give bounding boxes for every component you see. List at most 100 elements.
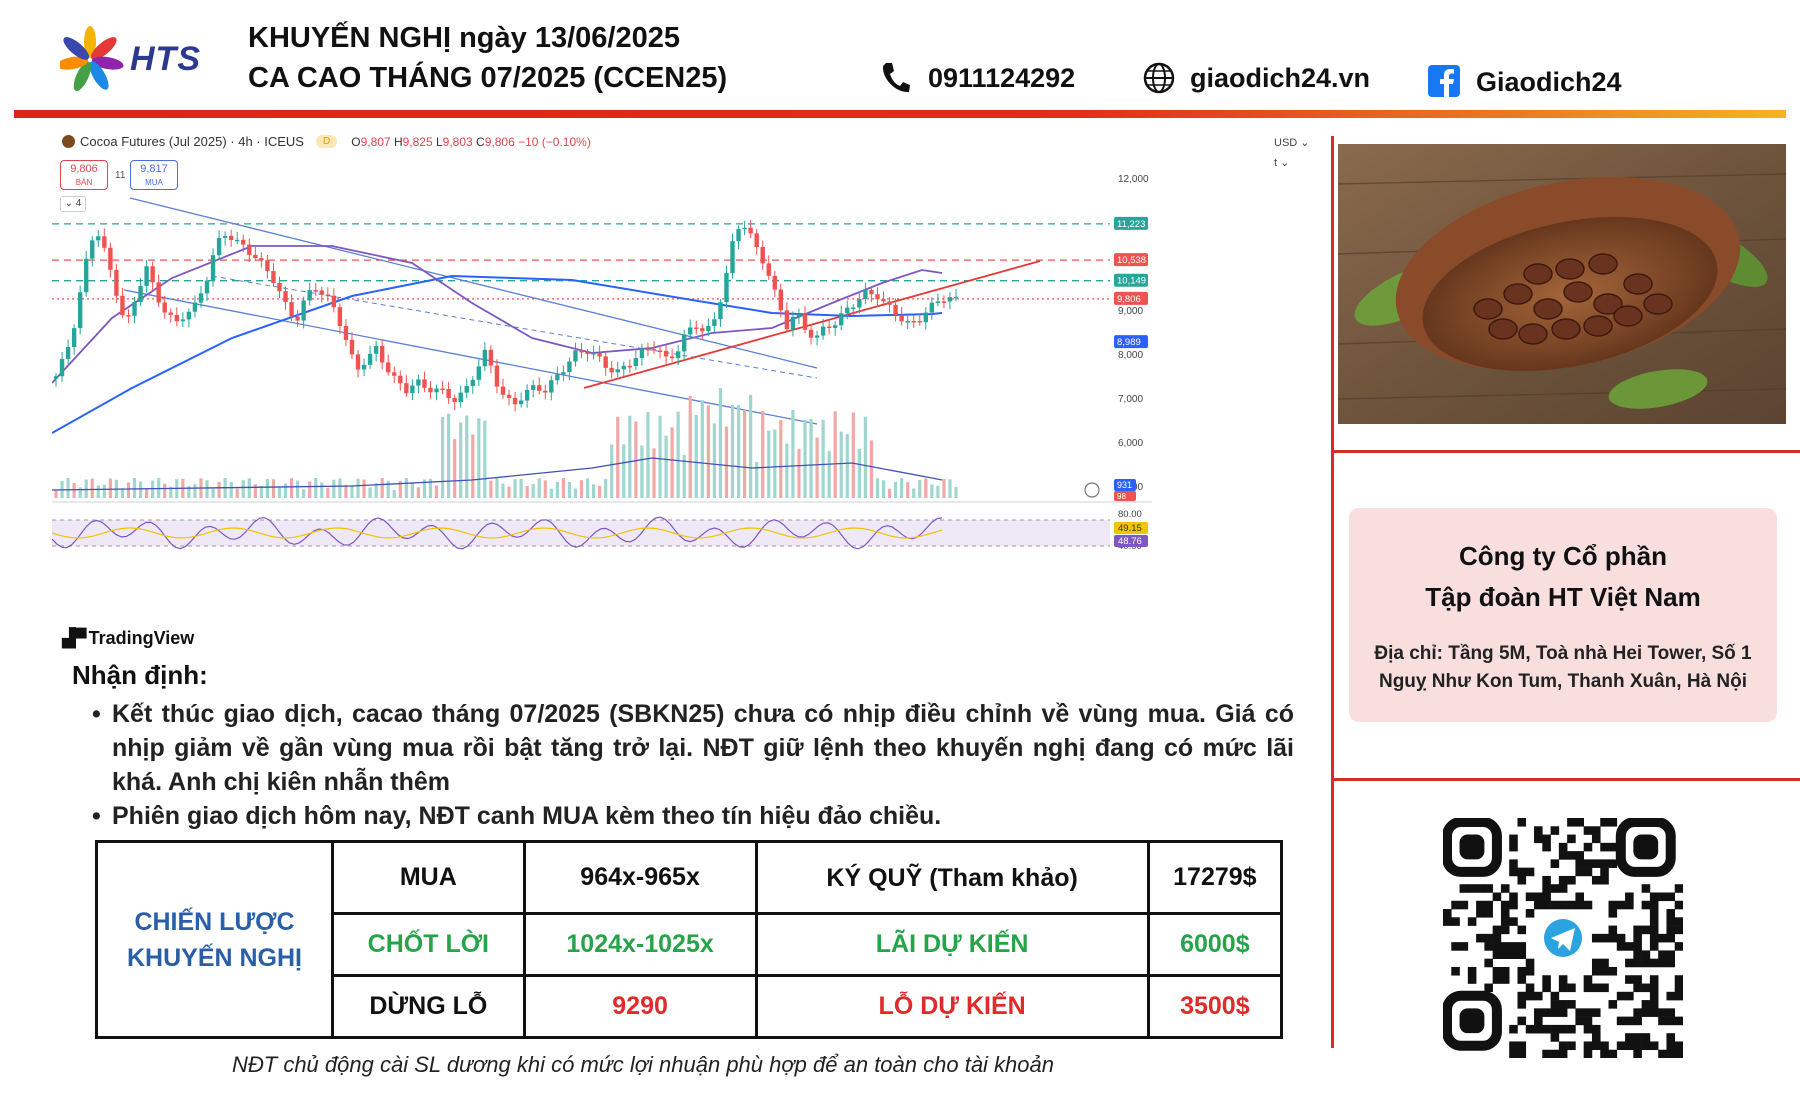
candle-body xyxy=(537,385,542,391)
qr-module xyxy=(1517,875,1527,885)
volume-bar xyxy=(241,480,245,498)
qr-finder-center xyxy=(1459,1008,1485,1034)
volume-bar xyxy=(821,419,825,498)
qr-module xyxy=(1558,842,1568,852)
volume-bar xyxy=(163,483,167,498)
price-chart[interactable]: 12,00011,0009,0008,0007,0006,0005,00011,… xyxy=(52,128,1322,658)
qr-module xyxy=(1625,1041,1634,1051)
level-label-bg xyxy=(1114,273,1148,287)
volume-bar xyxy=(585,478,590,498)
take-profit-label: CHỐT LỜI xyxy=(331,912,526,977)
volume-bar xyxy=(259,486,263,498)
volume-bar xyxy=(84,479,88,498)
candle-body xyxy=(609,367,614,373)
candle-body xyxy=(84,258,89,293)
qr-finder-center xyxy=(1633,834,1659,860)
volume-bar xyxy=(434,485,439,498)
qr-module xyxy=(1649,1008,1659,1017)
qr-module xyxy=(1492,942,1502,951)
candle-body xyxy=(277,282,282,292)
phone-contact[interactable]: 0911124292 xyxy=(880,58,1075,98)
candle-body xyxy=(114,269,119,296)
volume-bar xyxy=(912,488,916,498)
qr-module xyxy=(1633,942,1642,951)
candle-body xyxy=(832,325,838,328)
qr-module xyxy=(1583,842,1593,852)
qr-module xyxy=(1633,925,1642,935)
candle-body xyxy=(168,312,173,315)
candle-body xyxy=(863,289,868,300)
level-label: 9,806 xyxy=(1117,294,1141,305)
candle-body xyxy=(186,311,192,320)
candle-body xyxy=(343,326,349,340)
rsi-line xyxy=(52,516,943,550)
candle-body xyxy=(428,387,433,393)
qr-module xyxy=(1625,900,1634,910)
volume-bar xyxy=(398,481,402,498)
candle-body xyxy=(331,295,337,308)
scale-toggle[interactable]: t ⌄ xyxy=(1274,157,1290,169)
qr-module xyxy=(1591,834,1601,844)
volume-bar xyxy=(543,480,547,498)
volume-bar xyxy=(428,478,433,498)
volume-bar xyxy=(229,482,233,498)
candle-body xyxy=(458,392,463,402)
candle-body xyxy=(65,346,71,360)
qr-module xyxy=(1459,900,1469,910)
qr-module xyxy=(1534,991,1543,1001)
volume-label: 931 xyxy=(1117,480,1132,490)
qr-module xyxy=(1674,900,1684,910)
volume-bar xyxy=(193,484,197,498)
telegram-qr-code[interactable] xyxy=(1442,817,1684,1059)
volume-bar xyxy=(519,478,523,498)
volume-bar xyxy=(646,412,650,498)
qr-module xyxy=(1591,1024,1601,1034)
sell-button[interactable]: 9,806 BÁN xyxy=(60,160,108,190)
buy-button[interactable]: 9,817 MUA xyxy=(130,160,178,190)
symbol-label[interactable]: Cocoa Futures (Jul 2025) · 4h · ICEUS xyxy=(80,134,304,149)
qr-module xyxy=(1476,909,1485,918)
qr-module xyxy=(1509,1024,1518,1034)
website-link[interactable]: giaodich24.vn xyxy=(1142,58,1370,98)
volume-bar xyxy=(108,478,112,498)
level-label-bg xyxy=(1114,253,1148,267)
qr-code-image[interactable] xyxy=(1442,817,1684,1059)
volume-bar xyxy=(380,478,384,498)
qr-module xyxy=(1666,950,1676,959)
candle-body xyxy=(567,361,572,373)
currency-selector[interactable]: USD ⌄ xyxy=(1274,137,1310,149)
qr-module xyxy=(1600,1049,1609,1059)
candle-body xyxy=(869,289,874,295)
qr-module xyxy=(1567,983,1576,993)
volume-bar xyxy=(718,388,723,498)
volume-label2-bg xyxy=(1114,491,1136,501)
margin-label: KÝ QUỸ (Tham khảo) xyxy=(754,840,1150,915)
qr-module xyxy=(1525,909,1535,918)
qr-module xyxy=(1649,942,1659,951)
qr-module xyxy=(1534,1024,1543,1034)
collapse-indicators-button[interactable]: ⌄ 4 xyxy=(60,196,86,212)
candle-body xyxy=(935,301,941,303)
candle-body xyxy=(210,255,216,281)
candle-body xyxy=(790,316,796,330)
qr-module xyxy=(1600,983,1609,993)
chart-canvas[interactable]: 12,00011,0009,0008,0007,0006,0005,00011,… xyxy=(52,128,1322,658)
qr-module xyxy=(1600,818,1609,827)
qr-module xyxy=(1567,834,1576,844)
qr-module xyxy=(1558,1000,1568,1009)
qr-module xyxy=(1542,900,1551,910)
volume-bar xyxy=(567,482,572,498)
candle-body xyxy=(144,266,149,286)
qr-module xyxy=(1608,933,1618,943)
facebook-link[interactable]: Giaodich24 xyxy=(1428,62,1622,102)
qr-module xyxy=(1674,983,1684,993)
candle-body xyxy=(138,285,143,302)
y-tick-label: 6,000 xyxy=(1118,438,1143,449)
volume-bar xyxy=(253,484,257,498)
qr-module xyxy=(1674,975,1684,984)
qr-module xyxy=(1600,859,1609,868)
candle-body xyxy=(694,327,699,329)
candle-body xyxy=(857,299,862,308)
analysis-section: Nhận định: Kết thúc giao dịch, cacao thá… xyxy=(72,660,1294,833)
volume-bar xyxy=(495,478,499,498)
